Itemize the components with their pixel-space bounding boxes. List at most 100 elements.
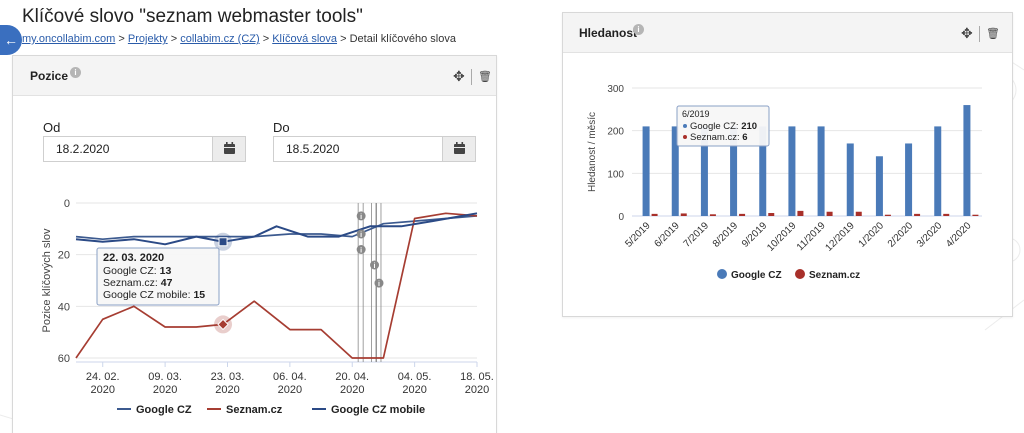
x-tick-label: 11/2019 bbox=[795, 220, 828, 253]
x-tick-label: 2020 bbox=[340, 384, 364, 396]
from-date-input[interactable]: 18.2.2020 bbox=[43, 136, 213, 162]
annotation-info-glyph: i bbox=[360, 248, 362, 255]
annotation-info-glyph: i bbox=[360, 214, 362, 221]
breadcrumb-current: Detail klíčového slova bbox=[349, 33, 456, 45]
from-calendar-button[interactable] bbox=[213, 136, 246, 162]
x-tick-label: 2020 bbox=[215, 384, 239, 396]
y-tick-label: 20 bbox=[58, 250, 70, 262]
tooltip-title: 6/2019 bbox=[682, 109, 710, 119]
annotation-info-glyph: i bbox=[374, 263, 376, 270]
y-tick-label: 100 bbox=[607, 169, 624, 180]
info-icon[interactable]: i bbox=[633, 24, 644, 35]
x-tick-label: 6/2019 bbox=[652, 220, 682, 250]
x-tick-label: 12/2019 bbox=[824, 220, 858, 254]
calendar-icon bbox=[224, 142, 235, 154]
x-tick-label: 06. 04. bbox=[273, 371, 307, 383]
bar-google-cz bbox=[846, 143, 854, 216]
x-tick-label: 2020 bbox=[90, 384, 114, 396]
y-axis-title: Hledanost / měsíc bbox=[587, 112, 598, 192]
y-tick-label: 200 bbox=[607, 127, 624, 138]
bar-seznam-cz bbox=[914, 213, 921, 216]
annotation-info-glyph: i bbox=[360, 232, 362, 239]
tooltip-row: Seznam.cz: 47 bbox=[103, 277, 173, 289]
tooltip-row: Google CZ: 13 bbox=[103, 265, 171, 277]
position-panel-header: Pozice i ✥ 🗑 bbox=[13, 56, 496, 96]
x-tick-label: 7/2019 bbox=[682, 220, 712, 250]
arrow-left-icon: ← bbox=[4, 32, 18, 48]
to-date-input[interactable]: 18.5.2020 bbox=[273, 136, 443, 162]
bar-seznam-cz bbox=[855, 211, 862, 216]
x-tick-label: 2020 bbox=[402, 384, 426, 396]
bar-google-cz bbox=[905, 143, 913, 216]
header-divider bbox=[471, 69, 472, 85]
move-icon[interactable]: ✥ bbox=[961, 25, 973, 41]
breadcrumb-separator: > bbox=[118, 33, 125, 45]
x-tick-label: 4/2020 bbox=[944, 220, 974, 250]
series-marker bbox=[217, 318, 229, 331]
bar-google-cz bbox=[730, 126, 738, 216]
tooltip-row: Seznam.cz: 6 bbox=[690, 132, 748, 143]
x-tick-label: 8/2019 bbox=[711, 220, 741, 250]
breadcrumb-link-projects[interactable]: Projekty bbox=[127, 33, 168, 45]
x-tick-label: 23. 03. bbox=[211, 371, 245, 383]
bar-google-cz bbox=[817, 126, 825, 216]
breadcrumb-link-keywords[interactable]: Klíčová slova bbox=[272, 33, 338, 45]
tooltip-row: Google CZ: 210 bbox=[690, 121, 757, 132]
x-tick-label: 10/2019 bbox=[765, 220, 799, 254]
search-volume-panel-title: Hledanost bbox=[579, 26, 638, 40]
x-tick-label: 2020 bbox=[278, 384, 302, 396]
breadcrumb-separator: > bbox=[340, 33, 347, 45]
bar-seznam-cz bbox=[739, 213, 746, 216]
legend-label: Google CZ mobile bbox=[331, 404, 425, 416]
bar-seznam-cz bbox=[768, 213, 775, 216]
to-calendar-button[interactable] bbox=[443, 136, 476, 162]
x-tick-label: 20. 04. bbox=[335, 371, 369, 383]
annotation-info-glyph: i bbox=[378, 281, 380, 288]
legend-label: Seznam.cz bbox=[226, 404, 283, 416]
bar-seznam-cz bbox=[943, 213, 950, 216]
bar-seznam-cz bbox=[651, 213, 658, 216]
series-line-seznam-cz bbox=[75, 212, 478, 359]
tooltip-dot bbox=[683, 135, 687, 139]
y-tick-label: 0 bbox=[64, 198, 70, 210]
x-tick-label: 04. 05. bbox=[398, 371, 432, 383]
x-tick-label: 1/2020 bbox=[857, 220, 887, 250]
tooltip-box bbox=[676, 105, 770, 147]
bar-google-cz bbox=[875, 156, 883, 216]
y-axis-title: Pozice klíčových slov bbox=[41, 228, 53, 332]
breadcrumb-separator: > bbox=[170, 33, 178, 45]
series-line-google-cz-mobile bbox=[75, 212, 478, 246]
breadcrumb-link-home[interactable]: my.oncollabim.com bbox=[22, 33, 116, 45]
bar-seznam-cz bbox=[884, 214, 891, 216]
breadcrumb-link-project[interactable]: collabim.cz (CZ) bbox=[180, 33, 260, 45]
x-tick-label: 2/2020 bbox=[886, 220, 916, 250]
breadcrumb-separator: > bbox=[262, 33, 270, 45]
info-icon[interactable]: i bbox=[70, 67, 81, 78]
bar-google-cz bbox=[700, 126, 708, 216]
legend-label: Seznam.cz bbox=[809, 270, 860, 281]
move-icon[interactable]: ✥ bbox=[453, 68, 465, 84]
position-panel: Pozice i ✥ 🗑 Od 18.2.2020 Do 18.5.2020 bbox=[12, 55, 497, 433]
bar-google-cz bbox=[788, 126, 796, 216]
x-tick-label: 09. 03. bbox=[148, 371, 182, 383]
bar-seznam-cz bbox=[797, 210, 804, 216]
tooltip-dot bbox=[683, 124, 687, 128]
x-tick-label: 24. 02. bbox=[86, 371, 120, 383]
tooltip-title: 22. 03. 2020 bbox=[103, 252, 164, 264]
breadcrumb: my.oncollabim.com > Projekty > collabim.… bbox=[22, 33, 456, 45]
y-tick-label: 40 bbox=[58, 301, 70, 313]
back-button[interactable]: ← bbox=[0, 25, 22, 55]
trash-icon[interactable]: 🗑 bbox=[478, 71, 492, 83]
series-marker bbox=[218, 237, 228, 247]
legend-label: Google CZ bbox=[136, 404, 192, 416]
y-tick-label: 0 bbox=[618, 212, 624, 223]
y-tick-label: 60 bbox=[58, 353, 70, 365]
trash-icon[interactable]: 🗑 bbox=[986, 28, 1000, 40]
tooltip-box bbox=[96, 247, 220, 306]
annotation-info-icon bbox=[356, 211, 366, 221]
x-tick-label: 3/2020 bbox=[915, 220, 945, 250]
bar-google-cz bbox=[671, 126, 679, 216]
annotation-info-icon bbox=[370, 260, 380, 270]
tooltip-row: Google CZ mobile: 15 bbox=[103, 289, 205, 301]
